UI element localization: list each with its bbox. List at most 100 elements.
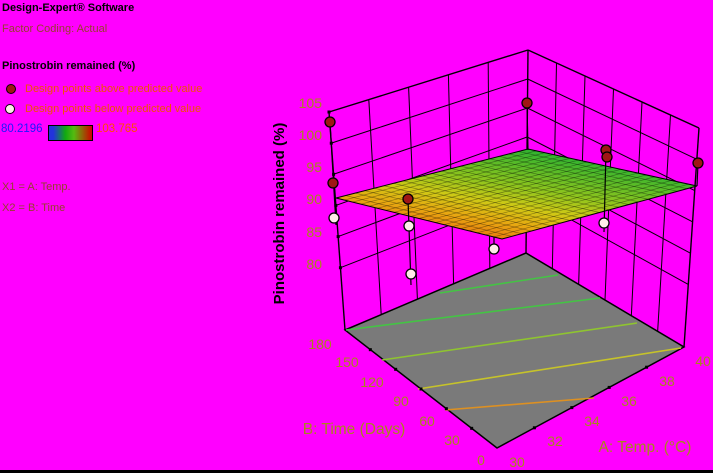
surface-mesh-line [477,180,672,234]
z-axis-tick [334,203,338,207]
b-axis-tick [394,367,398,371]
surface-mesh-line [518,151,688,189]
b-axis-title: B: Time (Days) [303,421,405,438]
z-tick-label: 85 [306,224,322,240]
legend-below-label: Design points below predicted value [25,103,202,115]
a-tick-label: 36 [621,393,637,409]
surface-mesh-line [470,163,639,203]
colorbar-gradient [48,125,93,141]
wall-gridline [333,107,528,175]
surface-mesh-line [422,175,590,216]
surface-mesh-line [410,165,605,217]
a-axis-tick [532,426,536,430]
surface-mesh-line [489,158,659,197]
wall-gridline [527,78,698,160]
design-point-above [402,193,414,205]
a-axis-tick [645,365,649,369]
design-point-below [328,212,340,224]
design-point-above [521,97,533,109]
surface-mesh-line [499,156,668,195]
surface-mesh-line [508,153,678,192]
z-axis-tick [338,266,342,270]
floor-contour [444,397,595,411]
b-tick-label: 90 [393,393,409,409]
a-axis-title: A: Temp. (°C) [599,439,692,456]
z-axis-tick [332,172,336,176]
surface-mesh-line [360,154,554,205]
surface-mesh-line [418,167,613,219]
b-axis-tick [368,348,372,352]
b-tick-label: 0 [477,452,485,468]
surface-mesh-line [485,181,681,236]
surface-mesh-line [374,187,542,229]
design-point-above [327,177,339,189]
surface-mesh-line [344,150,537,201]
z-tick-label: 100 [299,127,323,143]
design-point-stem [526,102,529,151]
surface-mesh-line [431,173,600,213]
b-axis-tick [470,426,474,430]
response-name-label: Pinostrobin remained (%) [2,60,136,72]
a-tick-label: 40 [695,353,711,369]
surface-mesh-line [369,156,562,207]
a-axis-tick [607,385,611,389]
wall-gridline [331,78,528,144]
floor-contour [417,347,682,390]
surface-mesh-line [383,185,551,227]
z-axis-tick [336,235,340,239]
surface-mesh-line [493,183,689,238]
factor-coding-label: Factor Coding: Actual [2,23,108,35]
b-tick-label: 120 [360,374,384,390]
surface-mesh-line [355,192,522,235]
surface-mesh-line [460,176,655,230]
app-title: Design-Expert® Software [2,2,135,14]
surface-mesh-line [385,159,579,211]
surface-mesh-line [468,178,664,232]
z-axis-tick [327,110,331,114]
surface-mesh-line [451,168,620,208]
surface-mesh-line [435,170,630,223]
surface-mesh-line [427,169,622,221]
floor-contour [439,274,559,294]
floor-contour [381,322,638,361]
wall-gridline [630,101,643,316]
b-tick-label: 60 [419,413,435,429]
above-point-swatch [6,84,16,94]
a-axis-tick [570,406,574,410]
x1-factor-label: X1 = A: Temp. [2,181,71,193]
design-point-below [405,268,417,280]
b-tick-label: 180 [308,336,332,352]
a-tick-label: 30 [509,454,525,470]
surface [335,148,698,240]
design-point-above [692,157,704,169]
surface-mesh-line [394,161,588,213]
below-point-swatch [5,104,15,114]
design-point-above [324,116,336,128]
design-point-below [598,217,610,229]
surface-mesh-line [364,190,532,232]
surface-mesh-line [479,160,649,200]
surface-mesh-line [402,163,596,215]
design-point-above [601,151,613,163]
window-bottom-edge [0,470,713,473]
surface-mesh-line [345,195,512,237]
colorbar-max-value: 103.765 [96,123,138,135]
wall-gridline [657,114,671,332]
z-axis-tick [329,141,333,145]
surface-mesh-line [393,182,561,224]
a-tick-label: 34 [584,413,600,429]
box-edge [328,49,529,113]
z-tick-label: 90 [306,191,322,207]
surface-mesh-line [441,170,610,211]
surface-mesh-line [403,180,571,221]
colorbar-min-value: 80.2196 [1,123,43,135]
a-tick-label: 32 [547,433,563,449]
b-tick-label: 30 [444,432,460,448]
z-tick-label: 95 [306,159,322,175]
a-tick-label: 38 [659,373,675,389]
legend-above-label: Design points above predicted value [25,83,203,95]
surface-mesh-line [460,165,629,205]
surface-mesh-line [452,174,647,228]
